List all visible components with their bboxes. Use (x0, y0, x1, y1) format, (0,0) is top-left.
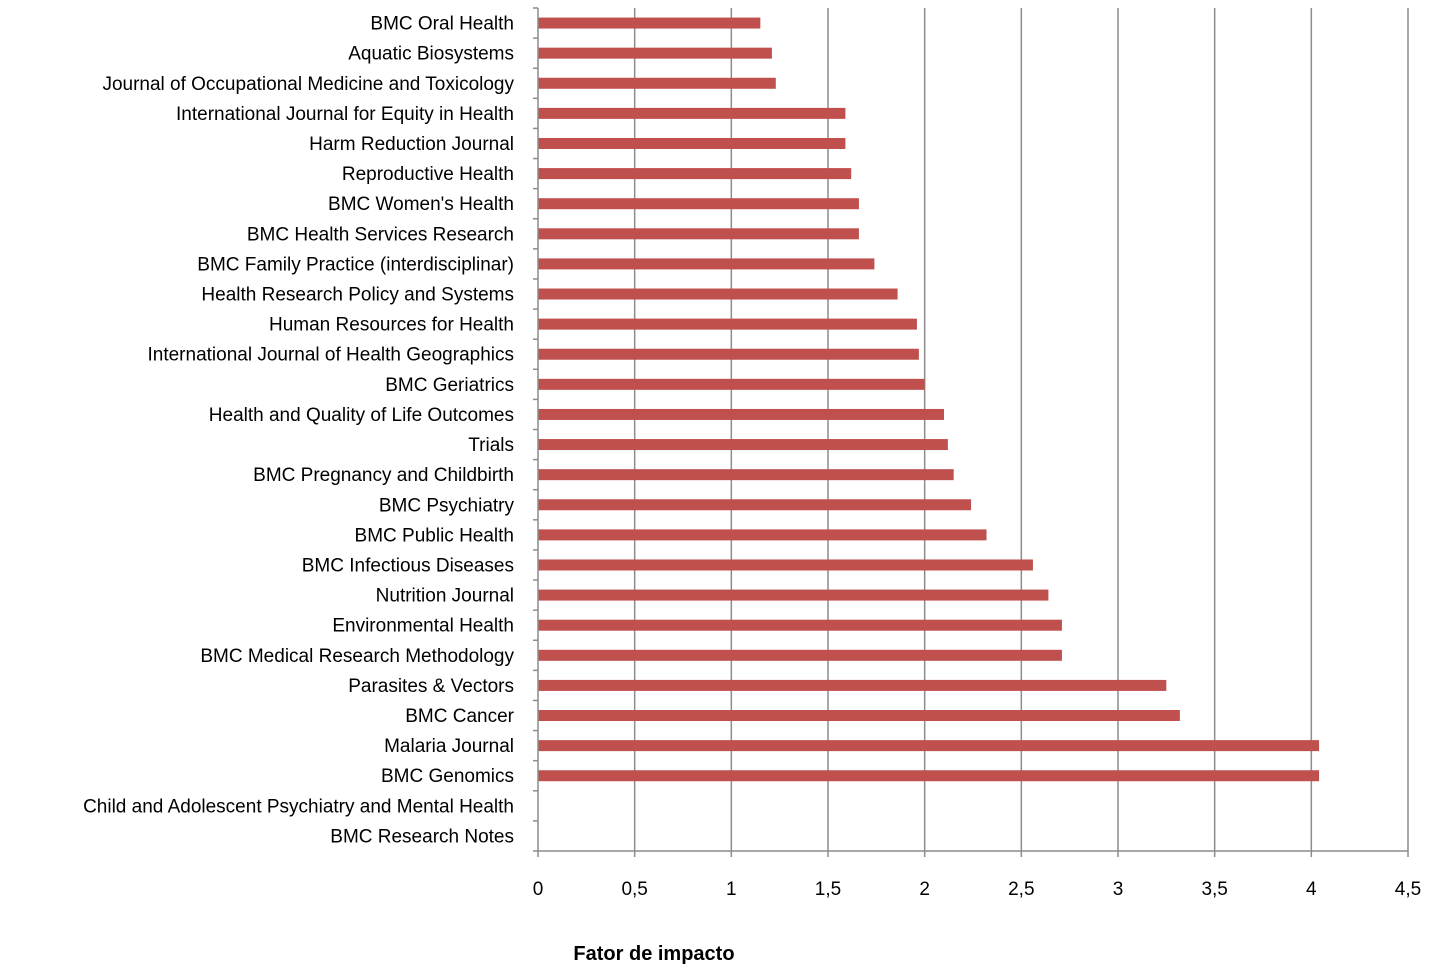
x-tick-label-5: 2,5 (1008, 879, 1034, 900)
category-label-27: BMC Research Notes (330, 826, 514, 847)
bars (538, 17, 1320, 782)
category-label-4: Harm Reduction Journal (309, 134, 514, 155)
category-label-16: BMC Psychiatry (379, 495, 515, 516)
category-label-12: BMC Geriatrics (385, 375, 514, 396)
x-tick-label-3: 1,5 (815, 879, 841, 900)
category-label-24: Malaria Journal (384, 736, 514, 757)
category-label-21: BMC Medical Research Methodology (200, 646, 514, 667)
category-label-13: Health and Quality of Life Outcomes (209, 405, 514, 426)
category-label-9: Health Research Policy and Systems (201, 285, 514, 306)
bar-24 (538, 740, 1320, 752)
category-labels: BMC Oral Health Aquatic Biosystems Journal… (83, 14, 515, 848)
category-label-8: BMC Family Practice (interdisciplinar) (197, 254, 514, 275)
bar-23 (538, 710, 1180, 722)
category-label-19: Nutrition Journal (376, 586, 514, 607)
bar-15 (538, 469, 954, 481)
x-axis-title: Fator de impacto (573, 943, 734, 965)
grid-lines (633, 8, 1409, 851)
category-label-2: Journal of Occupational Medicine and Tox… (102, 74, 514, 95)
category-label-26: Child and Adolescent Psychiatry and Ment… (83, 796, 514, 817)
category-label-7: BMC Health Services Research (247, 224, 514, 245)
bar-19 (538, 589, 1049, 601)
bar-5 (538, 168, 852, 180)
category-label-11: International Journal of Health Geograph… (147, 345, 514, 366)
x-tick-label-2: 1 (726, 879, 737, 900)
bar-3 (538, 107, 846, 119)
category-label-15: BMC Pregnancy and Childbirth (253, 465, 514, 486)
category-label-18: BMC Infectious Diseases (302, 555, 514, 576)
bar-16 (538, 499, 972, 511)
category-label-1: Aquatic Biosystems (348, 44, 514, 65)
bar-2 (538, 77, 776, 89)
category-label-22: Parasites & Vectors (348, 676, 514, 697)
bar-10 (538, 318, 917, 330)
bar-6 (538, 198, 859, 210)
x-tick-label-9: 4,5 (1395, 879, 1421, 900)
bar-8 (538, 258, 875, 270)
bar-9 (538, 288, 898, 300)
category-label-3: International Journal for Equity in Heal… (176, 104, 514, 125)
x-tick-label-8: 4 (1306, 879, 1317, 900)
bar-1 (538, 47, 772, 59)
bar-21 (538, 649, 1062, 661)
bar-7 (538, 228, 859, 240)
bar-12 (538, 378, 925, 390)
x-tick-label-6: 3 (1113, 879, 1124, 900)
category-label-10: Human Resources for Health (269, 315, 514, 336)
x-tick-label-4: 2 (919, 879, 930, 900)
x-tick-label-0: 0 (533, 879, 544, 900)
category-label-23: BMC Cancer (405, 706, 514, 727)
bar-20 (538, 619, 1062, 631)
category-label-6: BMC Women's Health (328, 194, 514, 215)
bar-4 (538, 137, 846, 149)
category-label-14: Trials (468, 435, 514, 456)
bar-14 (538, 439, 948, 451)
bar-0 (538, 17, 761, 29)
x-tick-labels: 0 0,5 1 1,5 2 2,5 3 3,5 4 4,5 (533, 879, 1422, 900)
category-label-20: Environmental Health (332, 616, 514, 637)
x-tick-label-1: 0,5 (621, 879, 647, 900)
bar-18 (538, 559, 1033, 571)
axes (533, 7, 1409, 857)
bar-22 (538, 679, 1167, 691)
category-label-5: Reproductive Health (342, 164, 514, 185)
category-label-0: BMC Oral Health (370, 14, 514, 35)
bar-11 (538, 348, 919, 360)
bar-17 (538, 529, 987, 541)
category-label-25: BMC Genomics (381, 766, 514, 787)
x-tick-label-7: 3,5 (1201, 879, 1227, 900)
bar-25 (538, 770, 1320, 782)
category-label-17: BMC Public Health (355, 525, 514, 546)
bar-13 (538, 408, 944, 420)
